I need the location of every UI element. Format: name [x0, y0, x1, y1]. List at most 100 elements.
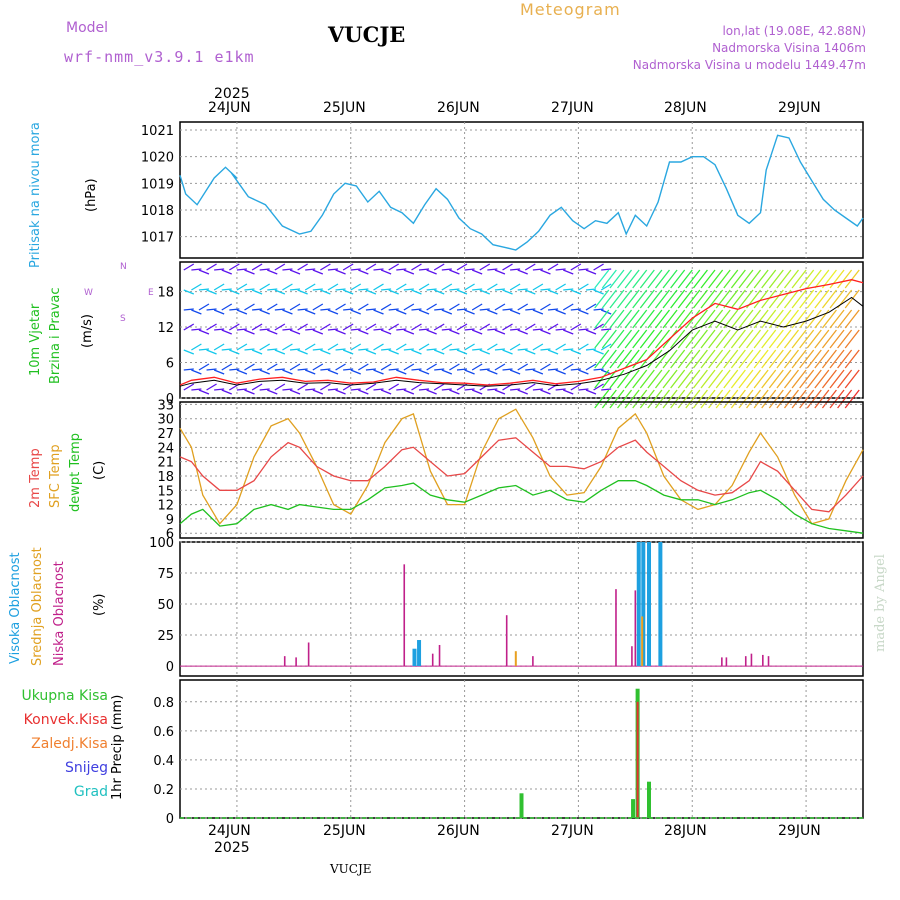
legend-total-rain: Ukupna Kisa: [21, 688, 108, 704]
wind-barb: [524, 383, 536, 391]
wind-barb: [479, 368, 490, 371]
wind-barb: [753, 269, 769, 289]
wind-barb: [274, 323, 286, 331]
wind-barb: [768, 329, 784, 349]
wind-barb: [639, 289, 655, 309]
wind-barb: [708, 389, 724, 409]
wind-barb: [198, 363, 210, 371]
wind-barb: [723, 369, 739, 389]
wind-barb: [601, 389, 617, 409]
wind-barb: [183, 263, 195, 271]
pressure-tick-label: 1020: [141, 151, 174, 166]
wind-barb: [312, 303, 324, 311]
wind-barb: [510, 388, 521, 391]
cloud-low-bar: [283, 656, 286, 667]
wind-barb: [183, 308, 194, 311]
wind-barb: [723, 389, 739, 409]
cloud-low-bar: [438, 644, 441, 667]
precip-total-bar: [646, 781, 651, 818]
wind-barb: [821, 309, 837, 329]
wind-barb: [434, 368, 445, 371]
wind-barb: [677, 309, 693, 329]
wind-barb: [403, 348, 414, 351]
wind-barb: [624, 349, 640, 369]
precip-total-bar: [519, 793, 524, 818]
wind-barb: [471, 269, 483, 275]
wind-barb: [791, 289, 807, 309]
wind-barb: [761, 309, 777, 329]
wind-barb: [585, 288, 597, 291]
wind-barb: [730, 329, 746, 349]
wind-barb: [654, 269, 670, 289]
wind-barb: [494, 363, 506, 371]
wind-barb: [532, 328, 543, 331]
wind-barb: [494, 288, 506, 291]
wind-barb: [585, 329, 597, 335]
wind-barb: [692, 269, 708, 289]
wind-barb: [320, 349, 331, 355]
wind-barb: [753, 349, 769, 369]
wind-barb: [335, 269, 346, 275]
wind-barb: [259, 283, 271, 291]
wind-barb: [677, 269, 693, 289]
wind-barb: [685, 269, 701, 289]
wind-barb: [441, 268, 452, 271]
year-label-top: 2025: [214, 86, 250, 102]
top-day-label: 26JUN: [437, 100, 480, 116]
wind-barb: [259, 328, 270, 331]
precip-total-bar: [631, 799, 636, 818]
wind-barb: [647, 369, 663, 389]
temp-tick-label: 9: [166, 513, 174, 528]
temp-frame: [179, 401, 864, 539]
cloud-tick-label: 100: [149, 536, 174, 551]
wind-barb: [229, 349, 240, 355]
wind-barb: [791, 369, 807, 389]
wind-barb: [342, 323, 354, 331]
cloud-tick-label: 50: [157, 598, 174, 613]
wind-barb: [723, 289, 739, 309]
wind-barb: [471, 389, 483, 395]
wind-barb: [365, 323, 377, 331]
wind-barb: [753, 329, 769, 349]
wind-barb: [578, 268, 589, 271]
temp-sfc-series: [179, 408, 864, 525]
wind-barb: [426, 288, 437, 291]
wind-barb: [799, 389, 815, 409]
wind-barb: [502, 289, 513, 295]
wind-barb: [654, 349, 670, 369]
wind-barb: [806, 309, 822, 329]
wind-barb: [411, 383, 422, 391]
wind-barb: [517, 303, 529, 311]
wind-barb: [350, 388, 361, 391]
wind-barb: [685, 389, 701, 409]
wind-barb: [692, 369, 708, 389]
wind-barb: [814, 389, 830, 409]
wind-barb: [418, 283, 430, 291]
wind-barb: [585, 303, 597, 311]
wind-barb: [570, 308, 581, 311]
wind-barb: [395, 283, 407, 291]
wind-barb: [282, 268, 293, 271]
wind-barb: [768, 389, 784, 409]
wind-barb: [441, 369, 453, 375]
wind-barb: [411, 349, 422, 355]
wind-barb: [304, 369, 316, 375]
wind-barb: [624, 369, 640, 389]
precip-tick-label: 0.6: [153, 725, 174, 740]
altitude-label: Nadmorska Visina 1406m: [712, 41, 866, 55]
wind-barb: [441, 328, 452, 331]
wind-barb: [327, 283, 339, 291]
wind-barb: [327, 343, 339, 351]
wind-barb: [487, 388, 498, 391]
wind-barb: [198, 288, 210, 291]
wind-barb: [632, 289, 648, 309]
wind-barb: [312, 269, 324, 275]
wind-barb: [396, 369, 407, 375]
wind-barb: [844, 269, 860, 289]
wind-barb: [662, 289, 678, 309]
model-name: wrf-nmm_v3.9.1 e1km: [64, 48, 255, 66]
cloud-high-bar: [412, 648, 417, 667]
wind-barb: [593, 289, 604, 295]
wind-barb: [776, 349, 792, 369]
wind-barb: [624, 329, 640, 349]
